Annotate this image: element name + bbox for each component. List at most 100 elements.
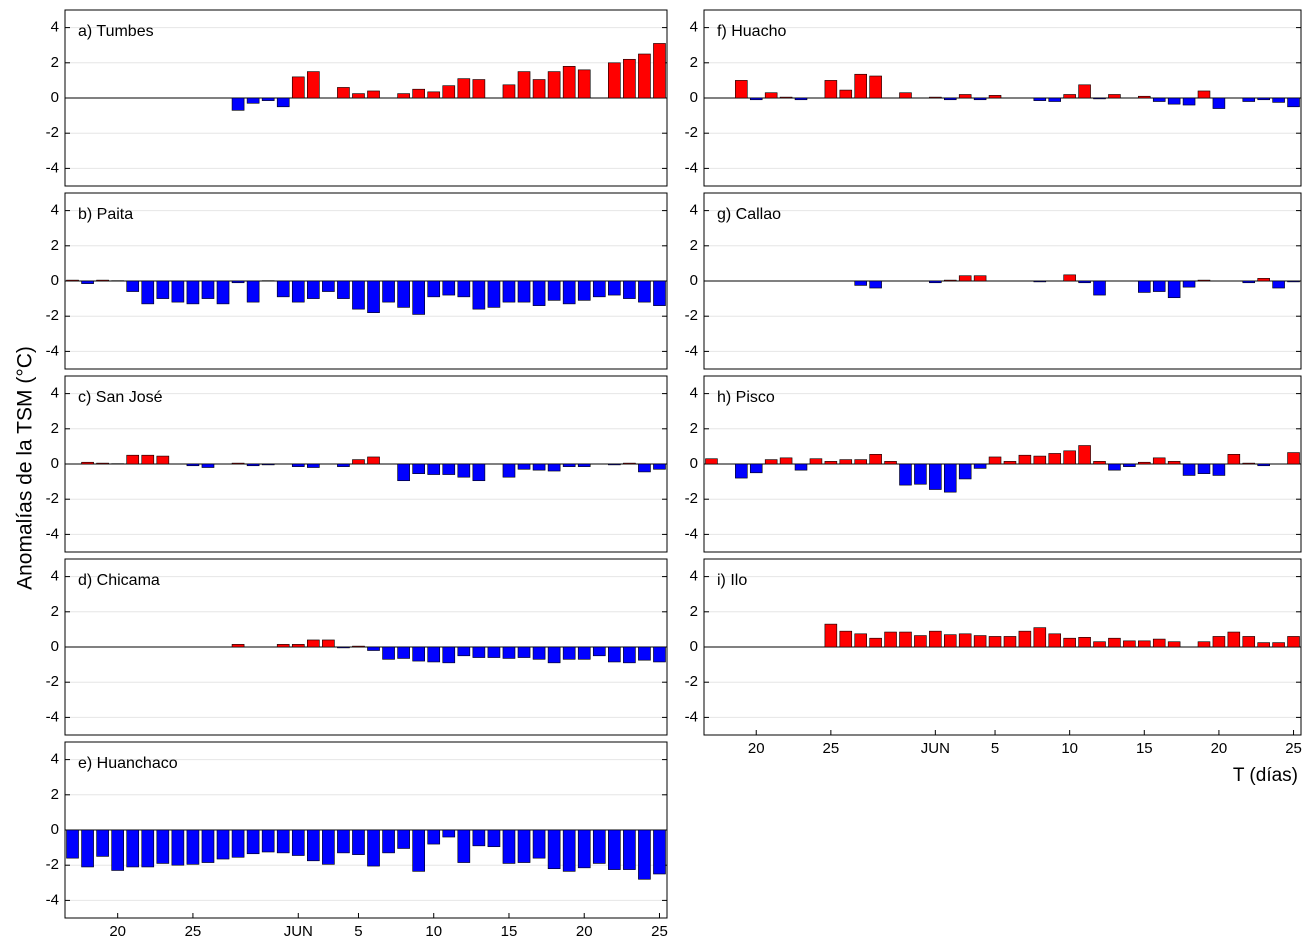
- bar: [1034, 456, 1046, 464]
- bar: [187, 830, 199, 864]
- bar: [262, 830, 274, 852]
- bar: [855, 281, 867, 285]
- bar: [750, 98, 762, 100]
- bar: [1034, 98, 1046, 101]
- x-tick-label: 25: [185, 923, 202, 939]
- bar: [157, 830, 169, 863]
- bar: [1064, 451, 1076, 464]
- bar: [97, 280, 109, 281]
- bar: [765, 460, 777, 464]
- bar: [735, 464, 747, 478]
- bar: [428, 647, 440, 662]
- bar: [870, 638, 882, 647]
- bar: [1153, 458, 1165, 464]
- bar: [112, 830, 124, 870]
- bar: [187, 281, 199, 304]
- bar: [578, 70, 590, 98]
- y-tick-label: -2: [46, 124, 59, 141]
- y-tick-label: 4: [690, 19, 698, 36]
- bar: [247, 464, 259, 466]
- bar: [413, 464, 425, 474]
- bar: [518, 464, 530, 469]
- x-tick-label: 20: [109, 923, 126, 939]
- bar: [1183, 98, 1195, 105]
- bar: [488, 647, 500, 658]
- bar: [368, 457, 380, 464]
- bar: [428, 281, 440, 297]
- bar: [157, 281, 169, 299]
- bar: [428, 464, 440, 475]
- bar: [533, 464, 545, 470]
- bar: [142, 455, 154, 464]
- bar: [653, 43, 665, 98]
- bar: [262, 464, 274, 465]
- bar: [825, 461, 837, 464]
- bar: [840, 460, 852, 464]
- bar: [974, 464, 986, 468]
- bar: [974, 636, 986, 647]
- x-tick-label: 10: [425, 923, 442, 939]
- bar: [959, 634, 971, 647]
- bar: [1064, 275, 1076, 281]
- bar: [292, 77, 304, 98]
- bar: [398, 94, 410, 98]
- bar: [1094, 98, 1106, 99]
- bar: [368, 281, 380, 313]
- bar: [1258, 464, 1270, 466]
- panel-title: i) Ilo: [717, 572, 747, 589]
- bar: [473, 647, 485, 658]
- bar: [1019, 631, 1031, 647]
- y-tick-label: 4: [51, 385, 59, 402]
- bar: [337, 281, 349, 299]
- y-tick-label: -2: [46, 490, 59, 507]
- bar: [638, 54, 650, 98]
- x-tick-label: 5: [991, 740, 999, 757]
- bar: [1094, 281, 1106, 295]
- bar: [232, 98, 244, 110]
- bar: [398, 647, 410, 658]
- bar: [398, 464, 410, 481]
- y-tick-label: -2: [46, 673, 59, 690]
- bar: [157, 456, 169, 464]
- y-tick-label: -2: [685, 673, 698, 690]
- y-tick-label: -4: [46, 708, 59, 725]
- bar: [428, 92, 440, 98]
- bar: [548, 72, 560, 98]
- bar: [217, 830, 229, 859]
- bar: [900, 464, 912, 485]
- bar: [1123, 464, 1135, 467]
- bar: [563, 464, 575, 467]
- x-tick-label: 20: [576, 923, 593, 939]
- bar: [503, 464, 515, 477]
- y-tick-label: 0: [690, 89, 698, 106]
- bar: [413, 89, 425, 98]
- bar: [885, 461, 897, 464]
- bar: [1034, 281, 1046, 282]
- bar: [383, 281, 395, 302]
- bar: [127, 830, 139, 867]
- y-tick-label: 0: [690, 272, 698, 289]
- bar: [1094, 461, 1106, 464]
- y-tick-label: -4: [685, 525, 698, 542]
- bar: [247, 281, 259, 302]
- bar: [458, 281, 470, 297]
- panel-title: f) Huacho: [717, 23, 786, 40]
- bar: [473, 830, 485, 846]
- y-tick-label: 2: [51, 237, 59, 254]
- bar: [413, 647, 425, 661]
- bar: [1108, 638, 1120, 647]
- bar: [608, 830, 620, 870]
- bar: [1123, 641, 1135, 647]
- y-tick-label: 2: [51, 420, 59, 437]
- y-tick-label: 0: [51, 455, 59, 472]
- bar: [563, 281, 575, 304]
- bar: [458, 647, 470, 656]
- bar: [352, 281, 364, 309]
- bar: [232, 281, 244, 283]
- bar: [623, 647, 635, 663]
- bar: [1243, 281, 1255, 283]
- bar: [307, 830, 319, 861]
- bar: [97, 463, 109, 464]
- bar: [187, 464, 199, 466]
- bar: [533, 281, 545, 306]
